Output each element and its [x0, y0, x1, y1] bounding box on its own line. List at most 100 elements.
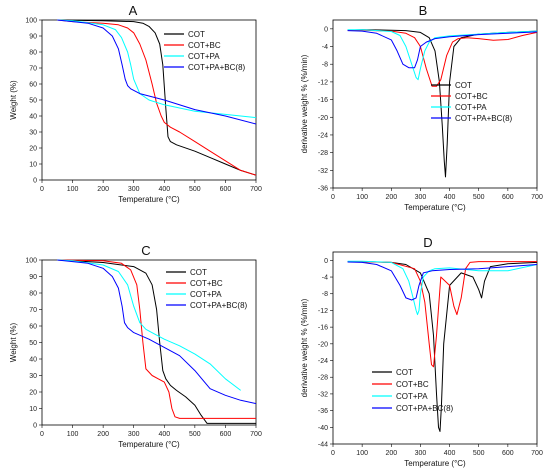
panel-label: D [423, 235, 432, 250]
legend-label: COT [190, 268, 207, 277]
x-tick-label: 200 [97, 186, 109, 193]
x-tick-label: 400 [158, 431, 170, 438]
y-tick-label: -16 [318, 97, 328, 104]
y-axis-title: derivative weight % (%/min) [300, 54, 309, 153]
panel-label: B [419, 3, 428, 18]
y-tick-label: 90 [29, 274, 37, 281]
y-tick-label: 90 [29, 34, 37, 41]
legend-label: COT [455, 81, 472, 90]
legend-label: COT+PA+BC(8) [190, 301, 248, 310]
y-tick-label: 0 [33, 178, 37, 185]
y-tick-label: -12 [318, 79, 328, 86]
series-line-cot-pa-bc-8 [347, 30, 538, 69]
legend-label: COT+PA [190, 290, 222, 299]
y-tick-label: -32 [318, 168, 328, 175]
x-axis-title: Temperature (°C) [404, 203, 466, 212]
y-axis-title: Weight (%) [9, 322, 18, 362]
series-line-cot-pa-bc-8 [57, 19, 257, 125]
y-tick-label: -36 [318, 408, 328, 415]
series-line-cot [57, 19, 257, 176]
x-tick-label: 400 [158, 186, 170, 193]
y-tick-label: 50 [29, 340, 37, 347]
plot-frame [41, 259, 257, 426]
legend-label: COT+BC [188, 41, 221, 50]
y-tick-label: -12 [318, 308, 328, 315]
legend-label: COT+PA+BC(8) [188, 63, 246, 72]
x-tick-label: 300 [415, 450, 427, 457]
y-tick-label: -32 [318, 391, 328, 398]
legend-label: COT [188, 30, 205, 39]
y-tick-label: -8 [322, 291, 328, 298]
legend-label: COT+PA [396, 392, 428, 401]
legend-label: COT+BC [455, 92, 488, 101]
y-tick-label: 60 [29, 324, 37, 331]
x-tick-label: 100 [67, 186, 79, 193]
y-tick-label: -20 [318, 341, 328, 348]
y-tick-label: 60 [29, 82, 37, 89]
x-axis-title: Temperature (°C) [118, 195, 180, 204]
x-tick-label: 0 [331, 450, 335, 457]
x-tick-label: 100 [356, 194, 368, 201]
x-tick-label: 700 [531, 194, 543, 201]
series-line-cot-bc [57, 259, 256, 419]
panel-B: 0 100 200 300 400 500 600 700 0 -4 -8 -12 -16 -20 -24 -… [300, 3, 543, 212]
series-line-cot-pa-bc-8 [347, 261, 538, 301]
y-tick-label: 40 [29, 114, 37, 121]
x-tick-label: 500 [473, 450, 485, 457]
series-line-cot-pa-bc-8 [57, 259, 257, 405]
series-line-cot-bc [347, 261, 537, 368]
y-tick-label: 0 [33, 423, 37, 430]
series-line-cot-bc [57, 19, 257, 176]
y-axis-title: derivative weight % (%/min) [300, 298, 309, 397]
panel-label: A [129, 3, 138, 18]
y-tick-label: 40 [29, 357, 37, 364]
x-tick-label: 200 [385, 450, 397, 457]
y-tick-label: 10 [29, 162, 37, 169]
x-tick-label: 0 [40, 186, 44, 193]
x-tick-label: 600 [220, 431, 232, 438]
series-line-cot-bc [347, 29, 538, 87]
plot-frame [332, 251, 538, 445]
x-tick-label: 500 [189, 186, 201, 193]
y-tick-label: -40 [318, 425, 328, 432]
series-line-cot-pa [347, 260, 538, 316]
y-axis-title: Weight (%) [9, 80, 18, 120]
x-tick-label: 100 [356, 450, 368, 457]
y-tick-label: 70 [29, 307, 37, 314]
x-tick-label: 400 [444, 194, 456, 201]
x-tick-label: 300 [128, 186, 140, 193]
y-tick-label: 70 [29, 66, 37, 73]
x-tick-label: 500 [473, 194, 485, 201]
legend-label: COT+PA+BC(8) [455, 114, 513, 123]
series-line-cot-pa [57, 259, 242, 391]
x-tick-label: 600 [502, 450, 514, 457]
legend-label: COT+BC [190, 279, 223, 288]
y-tick-label: 100 [25, 18, 37, 25]
y-tick-label: -8 [322, 62, 328, 69]
x-tick-label: 0 [331, 194, 335, 201]
y-tick-label: -36 [318, 186, 328, 193]
x-tick-label: 600 [220, 186, 232, 193]
x-tick-label: 100 [67, 431, 79, 438]
y-tick-label: -28 [318, 150, 328, 157]
y-tick-label: -24 [318, 358, 328, 365]
y-tick-label: 20 [29, 146, 37, 153]
x-tick-label: 200 [385, 194, 397, 201]
y-tick-label: 0 [324, 258, 328, 265]
legend-label: COT+PA [188, 52, 220, 61]
y-tick-label: -20 [318, 115, 328, 122]
y-tick-label: -24 [318, 132, 328, 139]
legend-label: COT+PA+BC(8) [396, 404, 454, 413]
y-tick-label: 80 [29, 50, 37, 57]
x-tick-label: 400 [444, 450, 456, 457]
y-tick-label: 10 [29, 406, 37, 413]
x-tick-label: 500 [189, 431, 201, 438]
x-tick-label: 700 [250, 431, 262, 438]
panel-A: 0 100 200 300 400 500 600 700 0 10 20 30 40 50 60 70 80 9… [9, 3, 262, 204]
legend-label: COT+PA [455, 103, 487, 112]
x-tick-label: 300 [415, 194, 427, 201]
series-line-cot-pa [57, 19, 257, 119]
y-tick-label: 20 [29, 390, 37, 397]
x-tick-label: 200 [97, 431, 109, 438]
